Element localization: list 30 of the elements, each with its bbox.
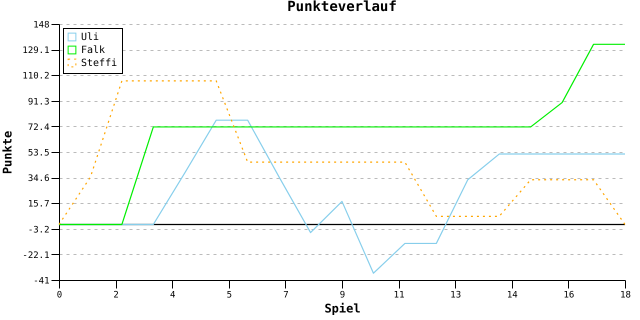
x-tick-label: 4 bbox=[170, 290, 176, 300]
x-tick-label: 18 bbox=[620, 290, 631, 300]
x-tick-label: 5 bbox=[226, 290, 232, 300]
x-tick-label: 9 bbox=[340, 290, 346, 300]
y-tick-label: -22.1 bbox=[22, 250, 50, 261]
y-tick-label: 91.3 bbox=[28, 97, 50, 108]
x-tick-label: 7 bbox=[283, 290, 289, 300]
y-tick-label: 110.2 bbox=[22, 72, 50, 82]
x-tick-label: 11 bbox=[394, 290, 405, 300]
line-series bbox=[58, 80, 626, 226]
y-tick-label: 34.6 bbox=[28, 174, 50, 184]
y-tick-label: 148 bbox=[33, 20, 50, 30]
x-tick-label: 16 bbox=[563, 290, 574, 300]
x-tick-label: 0 bbox=[56, 290, 62, 300]
chart-title: Punkteverlauf bbox=[287, 0, 397, 15]
x-tick-label: 13 bbox=[450, 290, 462, 300]
legend-label: Uli bbox=[81, 32, 100, 43]
legend-label: Falk bbox=[81, 45, 106, 56]
y-tick-label: 129.1 bbox=[22, 46, 50, 56]
y-tick-label: -41 bbox=[33, 276, 50, 286]
x-axis-title: Spiel bbox=[324, 302, 361, 316]
y-tick-label: -3.2 bbox=[28, 225, 50, 236]
x-tick-label: 2 bbox=[113, 290, 119, 300]
y-axis-title: Punkte bbox=[0, 130, 14, 174]
x-tick-label: 14 bbox=[506, 290, 518, 300]
y-tick-label: 53.5 bbox=[28, 148, 50, 158]
line-series bbox=[58, 44, 626, 226]
legend-label: Steffi bbox=[81, 58, 118, 69]
y-tick-label: 15.7 bbox=[28, 200, 50, 210]
y-tick-label: 72.4 bbox=[28, 122, 50, 133]
